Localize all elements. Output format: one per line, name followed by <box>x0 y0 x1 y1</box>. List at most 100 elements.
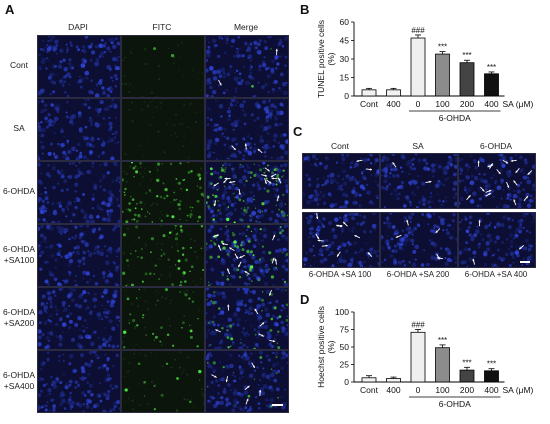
x-tick-label: 0 <box>416 99 421 109</box>
x-tick-label: 400 <box>484 385 498 395</box>
micrograph-merge <box>205 35 289 98</box>
micrograph-c <box>380 212 458 268</box>
micrograph-fitc <box>121 224 205 287</box>
group-label: 6-OHDA <box>439 113 471 123</box>
bar <box>386 378 401 383</box>
y-tick-label: 60 <box>340 17 350 27</box>
x-tick-label: 200 <box>460 385 474 395</box>
bar <box>459 369 475 383</box>
c-top-label: 6-OHDA <box>479 141 513 151</box>
row-label-line: 6-OHDA <box>2 306 36 317</box>
significance-label: *** <box>438 43 447 52</box>
row-label-line: +SA200 <box>3 317 35 328</box>
c-top-label: SA <box>412 141 424 151</box>
y-tick-label: 50 <box>340 342 350 352</box>
micrograph-merge <box>205 98 289 161</box>
unit-label: SA (μM) <box>503 385 534 395</box>
scale-bar <box>272 404 283 406</box>
y-axis-label: Hoechst positive cells(%) <box>316 306 336 388</box>
micrograph-fitc <box>121 98 205 161</box>
row-label: 6-OHDA <box>0 186 38 197</box>
significance-label: *** <box>438 336 447 345</box>
y-tick-label: 100 <box>335 307 349 317</box>
significance-label: ### <box>411 321 425 330</box>
scale-bar <box>520 261 530 263</box>
x-tick-label: 200 <box>460 99 474 109</box>
column-title-merge: Merge <box>233 22 259 32</box>
c-bottom-label: 6-OHDA +SA 400 <box>464 270 528 279</box>
y-tick-label: 30 <box>340 54 350 64</box>
micrograph-merge <box>205 350 289 413</box>
micrograph-dapi <box>37 161 121 224</box>
micrograph-merge <box>205 161 289 224</box>
row-label-line: 6-OHDA <box>2 243 36 254</box>
micrograph-dapi <box>37 287 121 350</box>
panel-label-c: C <box>293 124 303 139</box>
row-label: 6-OHDA +SA400 <box>0 370 38 392</box>
c-bottom-label: 6-OHDA +SA 100 <box>308 270 372 279</box>
panel-label-a: A <box>5 2 15 17</box>
row-label-line: SA <box>13 123 25 133</box>
x-tick-label: Cont <box>360 385 379 395</box>
bar <box>435 53 450 97</box>
bar <box>361 89 377 97</box>
y-tick-label: 0 <box>344 377 349 387</box>
x-tick-label: Cont <box>360 99 379 109</box>
micrograph-fitc <box>121 35 205 98</box>
row-label-line: 6-OHDA <box>2 369 36 380</box>
micrograph-c <box>302 153 380 209</box>
micrograph-fitc <box>121 287 205 350</box>
micrograph-dapi <box>37 98 121 161</box>
y-tick-label: 45 <box>340 36 350 46</box>
panel-label-d: D <box>300 292 310 307</box>
row-label-line: +SA100 <box>3 254 35 265</box>
micrograph-dapi <box>37 350 121 413</box>
unit-label: SA (μM) <box>503 99 534 109</box>
micrograph-dapi <box>37 35 121 98</box>
bar <box>459 62 475 97</box>
x-tick-label: 100 <box>435 99 449 109</box>
bar <box>435 347 450 383</box>
significance-label: *** <box>487 360 496 369</box>
row-label: SA <box>0 123 38 134</box>
y-axis-label: TUNEL positive cells(%) <box>316 20 336 98</box>
y-tick-label: 0 <box>344 91 349 101</box>
bar <box>484 73 499 97</box>
group-label: 6-OHDA <box>439 399 471 409</box>
row-label-line: Cont <box>10 60 28 70</box>
micrograph-dapi <box>37 224 121 287</box>
row-label: 6-OHDA +SA100 <box>0 244 38 266</box>
row-label-line: +SA400 <box>3 380 35 391</box>
y-tick-label: 25 <box>340 360 350 370</box>
micrograph-c <box>458 153 536 209</box>
y-tick-label: 15 <box>340 73 350 83</box>
x-tick-label: 100 <box>435 385 449 395</box>
panel-label-b: B <box>300 2 310 17</box>
micrograph-c <box>458 212 536 268</box>
bar <box>361 377 377 383</box>
y-tick-label: 75 <box>340 325 350 335</box>
row-label: 6-OHDA +SA200 <box>0 307 38 329</box>
x-tick-label: 0 <box>416 385 421 395</box>
c-bottom-label: 6-OHDA +SA 200 <box>386 270 450 279</box>
x-tick-label: 400 <box>484 99 498 109</box>
x-tick-label: 400 <box>386 385 400 395</box>
micrograph-fitc <box>121 161 205 224</box>
micrograph-merge <box>205 287 289 350</box>
chart-b-tunel: 0 15 30 45 60 TUNEL positive cells(%) Cont 400 #… <box>316 17 534 123</box>
bar <box>386 89 401 97</box>
micrograph-fitc <box>121 350 205 413</box>
bar <box>410 331 426 383</box>
column-title-dapi: DAPI <box>68 22 88 32</box>
x-tick-label: 400 <box>386 99 400 109</box>
row-label: Cont <box>0 60 38 71</box>
column-title-fitc: FITC <box>152 22 172 32</box>
c-top-label: Cont <box>331 141 349 151</box>
micrograph-merge <box>205 224 289 287</box>
micrograph-c <box>302 212 380 268</box>
bar <box>484 370 499 383</box>
micrograph-c <box>380 153 458 209</box>
significance-label: *** <box>462 358 471 367</box>
bar <box>410 37 426 97</box>
